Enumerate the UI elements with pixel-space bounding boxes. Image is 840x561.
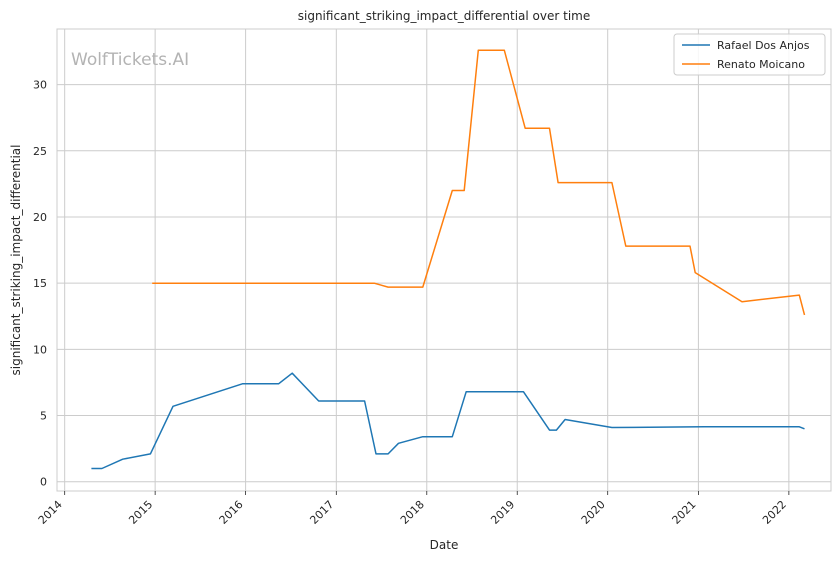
watermark: WolfTickets.AI [71,50,189,70]
legend: Rafael Dos Anjos Renato Moicano [673,33,826,76]
x-axis-label: Date [430,538,459,552]
legend-label-1: Rafael Dos Anjos [717,39,810,52]
y-axis-label: significant_striking_impact_differential [9,145,23,376]
legend-box [673,33,826,76]
series-line-1 [91,372,805,470]
y-tick-label: 20 [33,211,47,224]
series-line-2 [152,49,806,316]
y-tick-label: 15 [33,277,47,290]
y-tick-labels: 0 5 10 15 20 25 30 [33,79,47,489]
series-layer [91,49,806,470]
y-tick-label: 5 [40,410,47,423]
y-tick-label: 10 [33,343,47,356]
y-tick-label: 30 [33,79,47,92]
chart-title: significant_striking_impact_differential… [298,9,590,23]
y-tick-label: 25 [33,145,47,158]
y-tick-label: 0 [40,476,47,489]
legend-label-2: Renato Moicano [717,58,805,71]
plot-frame [56,28,832,492]
